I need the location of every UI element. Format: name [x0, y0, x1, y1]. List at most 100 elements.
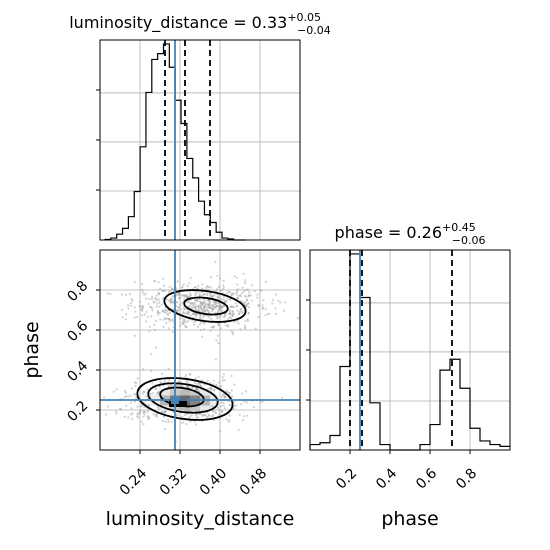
scatter-point — [228, 312, 231, 315]
scatter-point — [171, 288, 174, 291]
scatter-point — [188, 415, 191, 418]
scatter-point — [183, 311, 186, 314]
scatter-point — [219, 306, 222, 309]
scatter-point — [183, 320, 186, 323]
scatter-point — [207, 286, 210, 289]
scatter-point — [145, 310, 148, 314]
scatter-point — [172, 300, 175, 303]
scatter-point — [125, 404, 128, 407]
scatter-point — [177, 306, 180, 309]
scatter-point — [202, 301, 205, 304]
scatter-point — [241, 392, 244, 395]
joint-ylabel: phase — [21, 321, 43, 378]
scatter-point — [169, 289, 172, 293]
scatter-point — [243, 400, 246, 403]
scatter-point — [234, 302, 237, 305]
scatter-point — [129, 394, 132, 397]
scatter-point — [261, 307, 264, 310]
scatter-point — [228, 298, 232, 301]
scatter-point — [231, 333, 234, 336]
scatter-point — [161, 310, 165, 313]
scatter-point — [123, 415, 126, 418]
joint-yticks: 0.2 0.4 0.6 0.8 — [64, 278, 100, 425]
contour-upper-outer — [163, 289, 247, 323]
scatter-point — [210, 276, 213, 279]
scatter-point — [140, 405, 143, 408]
scatter-point — [187, 320, 190, 323]
scatter-point — [167, 420, 170, 423]
scatter-point — [158, 293, 161, 296]
scatter-point — [214, 261, 217, 264]
contour-upper-inner — [183, 296, 229, 316]
scatter-point — [196, 416, 199, 419]
scatter-point — [162, 419, 165, 423]
scatter-point — [211, 307, 215, 311]
scatter-point — [219, 430, 222, 433]
scatter-point — [197, 307, 200, 310]
scatter-point — [143, 390, 146, 393]
scatter-point — [231, 331, 235, 334]
scatter-point — [229, 317, 233, 320]
scatter-point — [207, 309, 210, 312]
scatter-point — [283, 301, 287, 304]
scatter-point — [164, 308, 167, 312]
scatter-point — [133, 306, 136, 309]
scatter-point — [194, 293, 197, 296]
scatter-point — [220, 404, 223, 408]
scatter-point — [244, 279, 247, 282]
scatter-point — [198, 316, 201, 319]
scatter-point — [168, 311, 171, 314]
scatter-point — [237, 428, 240, 431]
scatter-point — [217, 310, 220, 313]
scatter-point — [163, 410, 166, 413]
scatter-point — [180, 286, 183, 289]
scatter-point — [231, 305, 234, 308]
scatter-point — [142, 305, 145, 308]
scatter-point — [216, 274, 219, 277]
scatter-point — [184, 312, 187, 315]
scatter-point — [196, 287, 199, 290]
scatter-point — [189, 373, 192, 376]
scatter-point — [167, 367, 170, 370]
scatter-point — [219, 305, 222, 308]
scatter-point — [161, 289, 164, 292]
scatter-point — [163, 411, 166, 414]
scatter-point — [207, 298, 210, 301]
joint-xticks: 0.24 0.32 0.40 0.48 — [117, 450, 270, 499]
scatter-point — [211, 410, 214, 413]
ytick-label: 0.6 — [64, 318, 91, 345]
scatter-point — [125, 395, 128, 398]
scatter-point — [189, 276, 192, 279]
scatter-point — [228, 391, 232, 394]
scatter-point — [167, 290, 170, 293]
scatter-point — [215, 288, 219, 291]
scatter-point — [210, 388, 213, 391]
scatter-point — [218, 413, 221, 416]
scatter-point — [244, 301, 247, 304]
scatter-point — [177, 292, 180, 295]
truth-marker — [171, 396, 179, 404]
scatter-point — [196, 299, 199, 302]
scatter-point — [184, 325, 187, 328]
scatter-point — [249, 294, 252, 297]
scatter-point — [220, 410, 223, 413]
scatter-point — [158, 305, 161, 308]
scatter-point — [103, 396, 106, 399]
scatter-point — [150, 369, 153, 373]
scatter-point — [222, 286, 225, 289]
joint-frame — [99, 249, 301, 451]
scatter-point — [240, 295, 243, 298]
ytick-label: 0.4 — [64, 358, 91, 385]
scatter-point — [213, 379, 216, 382]
scatter-point — [209, 386, 212, 389]
scatter-point — [206, 303, 209, 306]
scatter-point — [135, 381, 138, 384]
scatter-point — [230, 305, 233, 308]
scatter-point — [217, 285, 220, 289]
scatter-point — [199, 328, 203, 332]
scatter-point — [246, 319, 250, 322]
scatter-point — [169, 297, 172, 300]
title-sub: −0.06 — [452, 234, 486, 247]
scatter-point — [199, 304, 202, 307]
scatter-point — [159, 287, 162, 290]
